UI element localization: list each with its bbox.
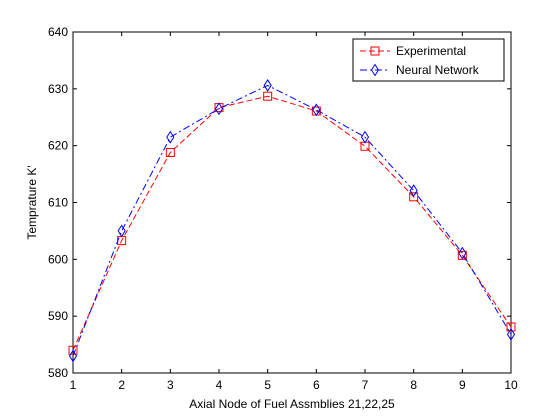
legend-frame bbox=[352, 38, 505, 82]
series-neural-network bbox=[68, 78, 516, 363]
axes: 1 2 3 4 5 6 7 8 9 10 580 590 600 610 620 630 640 bbox=[48, 25, 518, 392]
y-tick-label: 600 bbox=[48, 252, 68, 266]
x-tick-label: 10 bbox=[504, 378, 518, 392]
x-tick-label: 2 bbox=[118, 378, 125, 392]
x-tick-label: 7 bbox=[362, 378, 369, 392]
plot-area-frame bbox=[72, 31, 512, 374]
data-point bbox=[458, 246, 467, 260]
data-point bbox=[214, 102, 224, 116]
series-line bbox=[72, 95, 512, 351]
data-point bbox=[117, 224, 126, 238]
data-point bbox=[165, 147, 175, 157]
data-point bbox=[263, 78, 272, 92]
legend-label: Experimental bbox=[396, 44, 466, 58]
data-point bbox=[409, 184, 418, 197]
data-point bbox=[506, 327, 516, 341]
data-point bbox=[409, 192, 419, 202]
legend-item: Experimental bbox=[360, 44, 466, 58]
y-axis-label: Temprature K' bbox=[25, 165, 39, 239]
x-tick-label: 9 bbox=[459, 378, 466, 392]
x-tick-label: 8 bbox=[410, 378, 417, 392]
series-line bbox=[72, 84, 512, 357]
data-point bbox=[263, 91, 273, 101]
series-experimental bbox=[68, 91, 516, 355]
y-tick-label: 640 bbox=[48, 25, 68, 39]
y-tick-label: 630 bbox=[48, 82, 68, 96]
data-point bbox=[360, 130, 370, 144]
legend-label: Neural Network bbox=[396, 63, 480, 77]
x-tick-label: 6 bbox=[313, 378, 320, 392]
y-tick-label: 620 bbox=[48, 139, 68, 153]
y-tick-label: 580 bbox=[48, 366, 68, 380]
data-point bbox=[68, 345, 78, 355]
x-tick-label: 1 bbox=[70, 378, 77, 392]
y-tick-label: 610 bbox=[48, 196, 68, 210]
legend-item: Neural Network bbox=[360, 63, 480, 77]
x-axis-label: Axial Node of Fuel Assmblies 21,22,25 bbox=[189, 397, 395, 411]
x-tick-label: 3 bbox=[167, 378, 174, 392]
series-group bbox=[68, 78, 516, 363]
legend-marker bbox=[370, 63, 380, 77]
legend-marker bbox=[370, 46, 380, 56]
y-tick-label: 590 bbox=[48, 309, 68, 323]
data-point bbox=[506, 322, 516, 332]
x-tick-label: 5 bbox=[264, 378, 271, 392]
data-point bbox=[312, 103, 321, 117]
data-point bbox=[166, 130, 175, 144]
legend: Experimental Neural Network bbox=[352, 38, 505, 82]
x-tick-label: 4 bbox=[216, 378, 223, 392]
data-point bbox=[68, 349, 78, 363]
